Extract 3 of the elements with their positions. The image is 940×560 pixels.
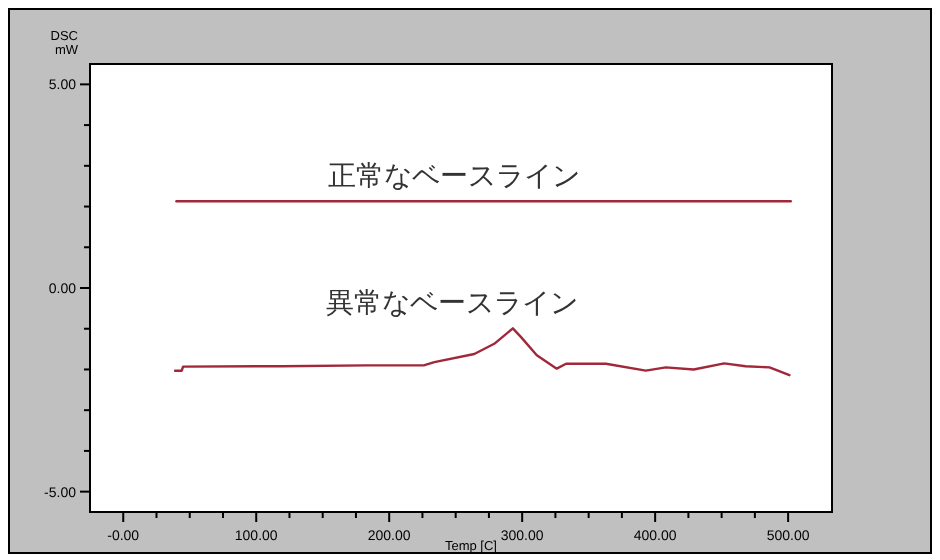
series-label: 異常なベースライン (326, 286, 579, 319)
series-label: 正常なベースライン (327, 159, 580, 192)
line-series (173, 327, 791, 377)
